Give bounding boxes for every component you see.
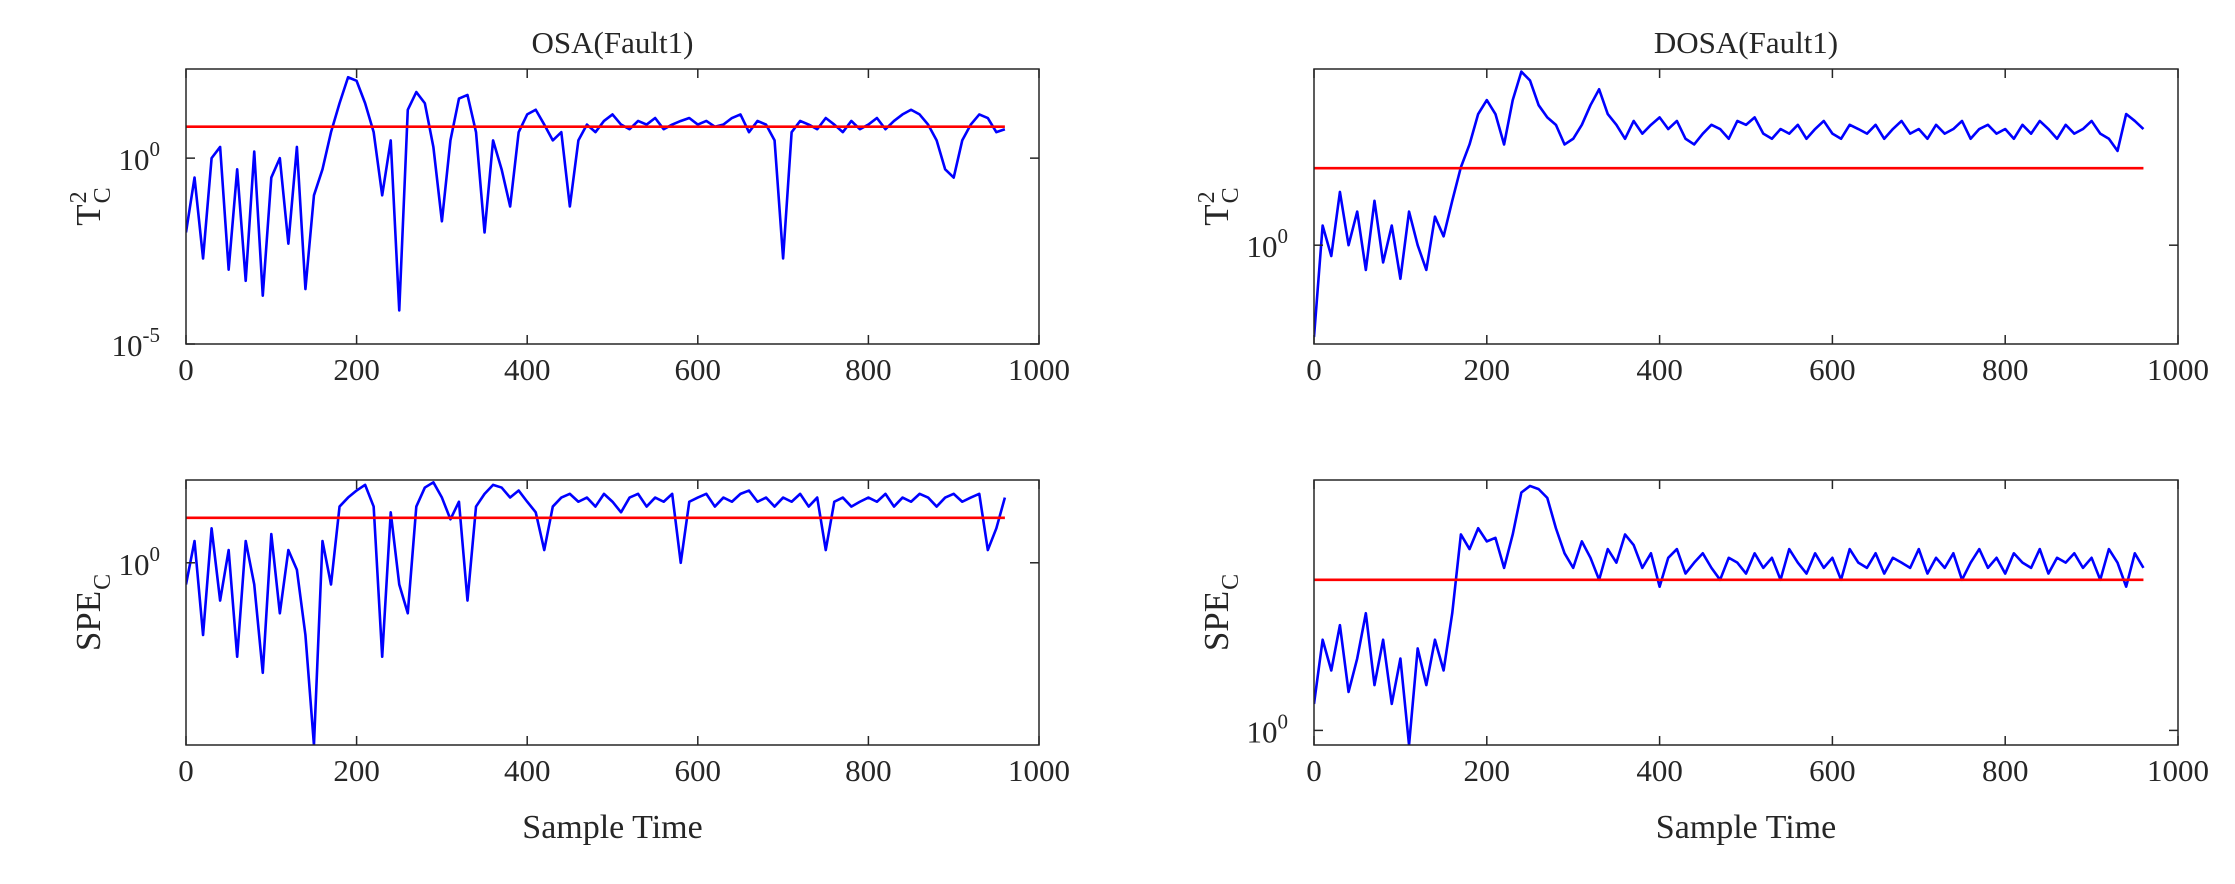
x-tick-label: 400	[504, 753, 551, 788]
axes-box	[1313, 479, 2179, 746]
y-label-sub: C	[90, 187, 116, 203]
x-tick-label: 600	[1809, 352, 1856, 387]
tick-base: 10	[1247, 229, 1278, 264]
y-tick-label: 100	[119, 137, 161, 177]
x-tick-label: 200	[1464, 352, 1511, 387]
axes-box	[185, 68, 1040, 345]
tick-base: 10	[119, 142, 150, 177]
x-tick-label: 1000	[2147, 352, 2209, 387]
y-label-base: T	[69, 204, 108, 225]
y-label-sub: C	[90, 574, 116, 590]
y-label-base: SPE	[69, 591, 108, 651]
plot-area	[1314, 69, 2178, 344]
y-tick-label: 100	[119, 542, 161, 582]
tick-exponent: 0	[150, 542, 161, 566]
y-label-sup: 2	[1194, 191, 1220, 203]
y-label-sub: C	[1218, 187, 1244, 203]
y-label-base: T	[1197, 204, 1236, 225]
x-tick-label: 1000	[1008, 753, 1070, 788]
data-line	[186, 75, 1006, 312]
tick-base: 10	[112, 328, 143, 363]
x-tick-label: 1000	[1008, 352, 1070, 387]
axes-box	[1313, 68, 2179, 345]
tick-base: 10	[1247, 714, 1278, 749]
tick-exponent: 0	[150, 137, 161, 161]
tick-exponent: 0	[1278, 709, 1289, 733]
y-tick-label: 100	[1247, 224, 1289, 264]
x-tick-label: 600	[675, 753, 722, 788]
subplot-title: DOSA(Fault1)	[1654, 25, 1838, 60]
x-tick-label: 800	[1982, 352, 2029, 387]
x-tick-label: 600	[1809, 753, 1856, 788]
data-line	[1314, 70, 2145, 338]
x-tick-label: 400	[504, 352, 551, 387]
y-label-base: SPE	[1197, 591, 1236, 651]
x-axis-label: Sample Time	[1656, 809, 1836, 846]
tick-exponent: -5	[143, 323, 161, 347]
x-tick-label: 800	[845, 352, 892, 387]
x-tick-label: 0	[1306, 753, 1322, 788]
x-tick-label: 400	[1636, 352, 1683, 387]
x-tick-label: 600	[675, 352, 722, 387]
y-axis-label: T2C	[66, 187, 116, 225]
data-line	[1314, 484, 2145, 745]
x-tick-label: 200	[333, 352, 380, 387]
axes-box	[185, 479, 1040, 746]
data-line	[186, 481, 1007, 745]
x-tick-label: 800	[845, 753, 892, 788]
subplot-title: OSA(Fault1)	[532, 25, 694, 60]
x-axis-label: Sample Time	[522, 809, 702, 846]
y-label-sup: 2	[66, 191, 92, 203]
y-tick-label: 100	[1247, 709, 1289, 749]
x-tick-label: 0	[178, 352, 194, 387]
x-tick-label: 800	[1982, 753, 2029, 788]
y-axis-label: T2C	[1194, 187, 1244, 225]
plot-area	[1314, 480, 2178, 745]
tick-exponent: 0	[1278, 224, 1289, 248]
x-tick-label: 400	[1636, 753, 1683, 788]
x-tick-label: 1000	[2147, 753, 2209, 788]
x-tick-label: 200	[1464, 753, 1511, 788]
plot-area	[186, 480, 1039, 745]
x-tick-label: 0	[1306, 352, 1322, 387]
y-label-sub: C	[1218, 574, 1244, 590]
x-tick-label: 0	[178, 753, 194, 788]
y-tick-label: 10-5	[112, 323, 161, 363]
x-tick-label: 200	[333, 753, 380, 788]
tick-base: 10	[119, 547, 150, 582]
